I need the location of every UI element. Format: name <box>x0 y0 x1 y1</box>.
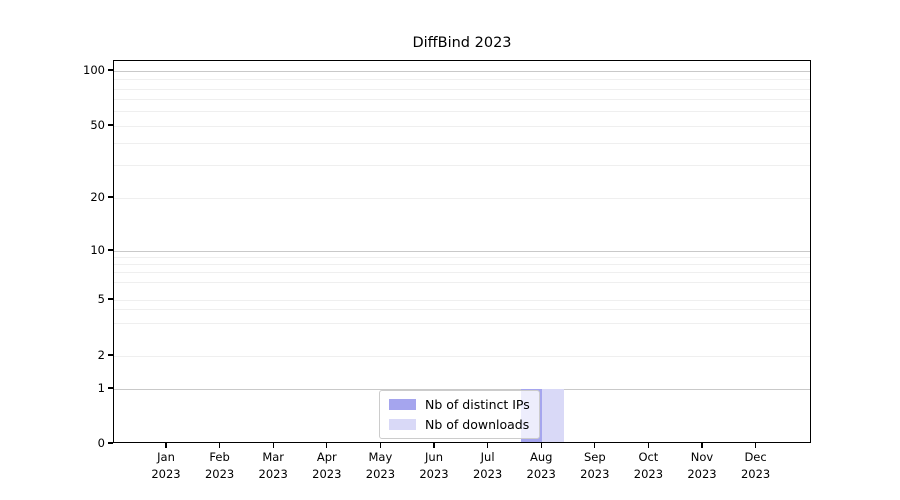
x-tick-label: Mar 2023 <box>241 449 305 482</box>
x-tick-mark <box>701 443 703 448</box>
legend-label-downloads: Nb of downloads <box>425 417 530 432</box>
x-tick-year: 2023 <box>151 466 181 481</box>
legend-swatch-distinct-ips <box>389 399 416 410</box>
minor-gridline <box>114 309 810 311</box>
y-tick-mark <box>108 442 113 444</box>
x-tick-label: Nov 2023 <box>670 449 734 482</box>
x-tick-month: Dec <box>744 450 767 464</box>
x-tick-year: 2023 <box>580 466 610 481</box>
minor-gridline <box>114 257 810 259</box>
x-tick-label: Jan 2023 <box>134 449 198 482</box>
x-tick-year: 2023 <box>312 466 342 481</box>
legend-swatch-downloads <box>389 419 416 430</box>
major-gridline <box>114 70 810 72</box>
minor-gridline <box>114 281 810 283</box>
major-gridline <box>114 250 810 252</box>
chart-title: DiffBind 2023 <box>412 35 512 51</box>
x-tick-month: Nov <box>690 450 714 464</box>
x-tick-mark <box>272 443 274 448</box>
minor-gridline <box>114 79 810 81</box>
y-tick-label: 5 <box>97 291 105 306</box>
y-tick-label: 100 <box>83 62 105 77</box>
legend-row-distinct-ips: Nb of distinct IPs <box>389 397 530 412</box>
x-tick-mark <box>379 443 382 448</box>
x-tick-month: May <box>368 450 393 464</box>
x-tick-month: Sep <box>583 450 606 464</box>
legend-label-distinct-ips: Nb of distinct IPs <box>425 397 530 412</box>
minor-gridline <box>114 355 810 357</box>
x-tick-month: Oct <box>638 450 659 464</box>
x-tick-year: 2023 <box>472 466 503 481</box>
legend: Nb of distinct IPs Nb of downloads <box>379 390 540 439</box>
y-tick-label: 10 <box>90 242 105 257</box>
x-tick-label: Oct 2023 <box>616 449 680 482</box>
y-tick-mark <box>108 69 113 71</box>
x-tick-label: Dec 2023 <box>724 449 788 482</box>
y-tick-label: 50 <box>90 118 105 133</box>
x-tick-month: Feb <box>209 450 230 464</box>
plot-area: Nb of distinct IPs Nb of downloads <box>113 60 811 443</box>
y-tick-mark <box>108 196 113 198</box>
x-tick-label: Jul 2023 <box>456 449 520 482</box>
minor-gridline <box>114 323 810 325</box>
major-gridline <box>114 388 810 390</box>
y-tick-mark <box>108 298 113 300</box>
x-tick-label: Feb 2023 <box>188 449 252 482</box>
y-tick-mark <box>108 124 113 126</box>
minor-gridline <box>114 111 810 113</box>
y-tick-label: 0 <box>97 436 105 450</box>
x-tick-month: Mar <box>262 450 285 464</box>
x-tick-label: Sep 2023 <box>563 449 627 482</box>
x-tick-month: Jun <box>425 450 443 464</box>
legend-row-downloads: Nb of downloads <box>389 417 530 432</box>
x-tick-label: Apr 2023 <box>295 449 359 482</box>
x-tick-month: Jan <box>157 450 175 464</box>
x-tick-month: Apr <box>316 450 337 464</box>
y-tick-mark <box>108 249 113 251</box>
x-tick-mark <box>540 443 542 448</box>
minor-gridline <box>114 299 810 301</box>
x-tick-year: 2023 <box>258 466 288 481</box>
x-tick-mark <box>433 443 435 448</box>
x-tick-year: 2023 <box>526 466 556 481</box>
minor-gridline <box>114 165 810 167</box>
x-tick-mark <box>594 443 596 448</box>
x-tick-month: Jul <box>480 450 495 464</box>
y-tick-label: 20 <box>90 190 105 205</box>
x-tick-mark <box>326 443 328 448</box>
minor-gridline <box>114 272 810 274</box>
minor-gridline <box>114 264 810 266</box>
minor-gridline <box>114 98 810 100</box>
x-tick-year: 2023 <box>419 466 449 481</box>
x-tick-mark <box>486 443 489 448</box>
x-tick-label: Jun 2023 <box>402 449 466 482</box>
x-tick-mark <box>218 443 221 448</box>
minor-gridline <box>114 198 810 200</box>
bar-nb-of-downloads-aug <box>542 388 564 443</box>
x-tick-label: Aug 2023 <box>509 449 573 482</box>
x-tick-year: 2023 <box>740 466 771 481</box>
x-tick-year: 2023 <box>204 466 235 481</box>
x-tick-mark <box>754 443 757 448</box>
y-tick-label: 2 <box>97 347 105 362</box>
x-tick-label: May 2023 <box>348 449 412 482</box>
x-tick-year: 2023 <box>687 466 717 481</box>
x-tick-year: 2023 <box>365 466 396 481</box>
x-tick-mark <box>165 443 167 448</box>
minor-gridline <box>114 88 810 90</box>
minor-gridline <box>114 142 810 144</box>
x-tick-year: 2023 <box>633 466 664 481</box>
x-tick-mark <box>647 443 650 448</box>
x-tick-month: Aug <box>529 450 553 464</box>
y-tick-mark <box>108 354 113 356</box>
y-tick-label: 1 <box>97 380 105 395</box>
minor-gridline <box>114 126 810 128</box>
y-tick-mark <box>108 387 113 389</box>
